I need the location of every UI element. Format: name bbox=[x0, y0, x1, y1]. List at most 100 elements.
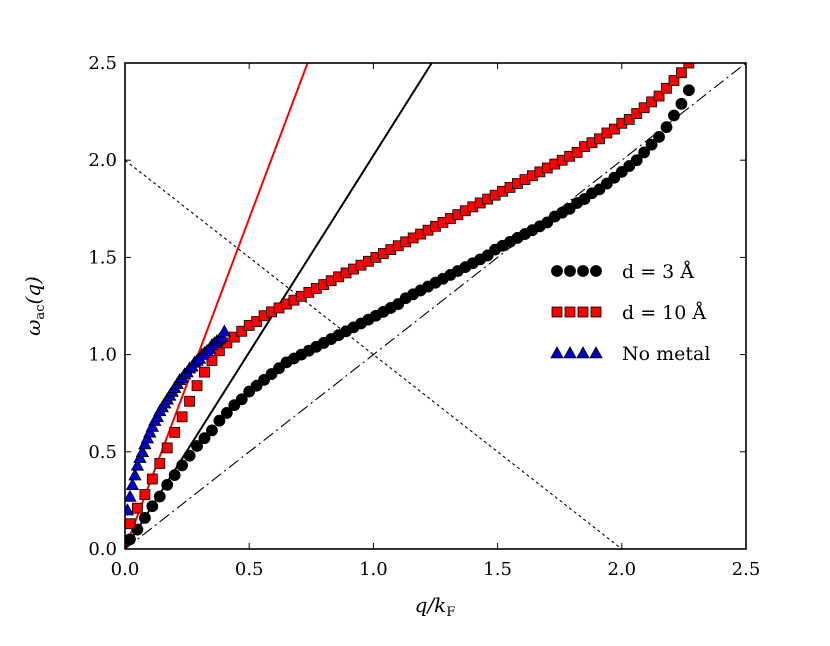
data-point-circle-75 bbox=[682, 84, 695, 97]
data-point-triangle-12 bbox=[150, 409, 164, 423]
data-point-triangle-9 bbox=[143, 425, 157, 438]
data-point-square-1 bbox=[132, 502, 143, 514]
data-point-circle-7 bbox=[176, 459, 189, 472]
data-point-square-63 bbox=[594, 133, 605, 145]
plot-frame bbox=[124, 62, 747, 550]
data-point-circle-11 bbox=[206, 424, 218, 437]
legend-marker-circle-3 bbox=[590, 265, 602, 277]
legend-marker-square-2 bbox=[577, 306, 589, 318]
y-tick-label: 0.5 bbox=[88, 442, 117, 463]
data-point-square-14 bbox=[228, 331, 240, 343]
data-point-triangle-3 bbox=[128, 468, 142, 481]
data-point-circle-8 bbox=[183, 449, 196, 462]
data-point-triangle-6 bbox=[135, 444, 150, 458]
legend-marker-triangle-3 bbox=[589, 346, 603, 359]
data-point-circle-70 bbox=[645, 138, 658, 151]
x-tick-label: 1.0 bbox=[359, 559, 388, 580]
data-point-circle-15 bbox=[235, 393, 248, 406]
data-point-circle-68 bbox=[630, 154, 643, 167]
data-point-square-8 bbox=[184, 395, 195, 407]
data-point-circle-3 bbox=[146, 500, 159, 513]
legend-marker-square-1 bbox=[564, 306, 576, 318]
data-point-circle-69 bbox=[638, 146, 651, 159]
data-point-triangle-8 bbox=[140, 431, 155, 444]
y-tick-label: 1.0 bbox=[88, 345, 117, 366]
x-tick-label: 2.0 bbox=[607, 559, 636, 580]
y-tick-label: 2.5 bbox=[88, 53, 117, 74]
data-point-circle-71 bbox=[653, 130, 665, 143]
data-point-square-4 bbox=[154, 458, 166, 469]
y-tick-label: 1.5 bbox=[88, 247, 117, 268]
data-point-circle-73 bbox=[668, 109, 680, 122]
data-point-square-9 bbox=[191, 380, 203, 392]
series-circle bbox=[125, 84, 695, 546]
legend-marker-square-3 bbox=[590, 306, 602, 318]
data-point-square-69 bbox=[638, 102, 650, 114]
legend-label: d = 10 Å bbox=[622, 302, 706, 324]
data-point-triangle-7 bbox=[138, 437, 152, 450]
data-point-square-17 bbox=[251, 316, 263, 327]
data-point-triangle-10 bbox=[145, 419, 160, 432]
data-point-square-10 bbox=[199, 366, 210, 378]
legend-label: No metal bbox=[622, 343, 710, 365]
data-point-square-75 bbox=[683, 63, 695, 69]
y-tick-label: 2.0 bbox=[88, 150, 117, 171]
legend-marker-triangle-2 bbox=[576, 346, 590, 359]
data-point-square-15 bbox=[236, 325, 248, 337]
data-point-square-60 bbox=[571, 147, 583, 158]
y-tick-label: 0.0 bbox=[88, 539, 117, 560]
data-markers bbox=[125, 63, 695, 546]
data-point-circle-10 bbox=[198, 432, 211, 445]
data-point-square-2 bbox=[139, 489, 151, 500]
data-point-square-6 bbox=[169, 426, 181, 438]
x-tick-label: 1.5 bbox=[483, 559, 512, 580]
data-point-circle-4 bbox=[153, 490, 166, 503]
legend-marker-triangle-0 bbox=[550, 346, 564, 359]
legend-marker-circle-1 bbox=[564, 265, 576, 277]
y-axis-label: ωac(q) bbox=[21, 276, 48, 336]
data-point-circle-74 bbox=[675, 97, 688, 110]
data-point-circle-13 bbox=[220, 407, 233, 419]
data-point-triangle-5 bbox=[133, 450, 147, 463]
data-point-circle-9 bbox=[191, 440, 203, 452]
data-point-square-5 bbox=[161, 442, 173, 454]
data-point-square-0 bbox=[125, 518, 136, 530]
data-point-square-68 bbox=[631, 108, 643, 119]
data-point-square-67 bbox=[623, 113, 635, 125]
data-point-square-7 bbox=[176, 411, 188, 423]
data-point-triangle-0 bbox=[125, 503, 135, 516]
data-point-square-70 bbox=[646, 96, 658, 108]
x-tick-label: 0.5 bbox=[235, 559, 264, 580]
data-point-square-65 bbox=[608, 123, 620, 135]
series-triangle bbox=[125, 324, 232, 516]
data-point-square-71 bbox=[653, 90, 665, 102]
data-point-circle-2 bbox=[138, 511, 151, 524]
x-tick-label: 2.5 bbox=[732, 559, 761, 580]
legend-marker-circle-2 bbox=[577, 265, 589, 277]
data-point-triangle-2 bbox=[125, 478, 140, 491]
data-point-triangle-4 bbox=[130, 458, 145, 471]
data-point-square-72 bbox=[661, 82, 672, 94]
data-point-circle-6 bbox=[168, 469, 181, 482]
data-point-triangle-1 bbox=[125, 489, 137, 502]
data-point-triangle-38 bbox=[215, 330, 229, 343]
legend-marker-circle-0 bbox=[551, 265, 563, 277]
legend-entry: d = 10 Å bbox=[551, 302, 706, 324]
series-square bbox=[125, 63, 695, 530]
legend-entry: No metal bbox=[550, 343, 710, 365]
legend-marker-triangle-1 bbox=[563, 346, 577, 359]
tick-labels: 0.0 0.5 1.0 1.5 2.0 2.5 0.0 0.5 1.0 1.5 2.0 2.5 bbox=[88, 53, 760, 580]
legend: d = 3 Å d = 10 Å No metal bbox=[550, 261, 710, 365]
x-tick-label: 0.0 bbox=[111, 559, 140, 580]
axis-ticks bbox=[124, 62, 747, 550]
legend-marker-square-0 bbox=[551, 306, 563, 318]
x-axis-label: q/kF bbox=[415, 593, 456, 620]
data-point-triangle-39 bbox=[217, 324, 232, 337]
data-point-circle-5 bbox=[161, 478, 174, 491]
data-point-circle-12 bbox=[213, 414, 226, 427]
data-point-square-73 bbox=[668, 75, 680, 86]
legend-entry: d = 3 Å bbox=[551, 261, 694, 283]
data-point-square-3 bbox=[146, 473, 158, 485]
data-point-square-74 bbox=[676, 67, 687, 79]
